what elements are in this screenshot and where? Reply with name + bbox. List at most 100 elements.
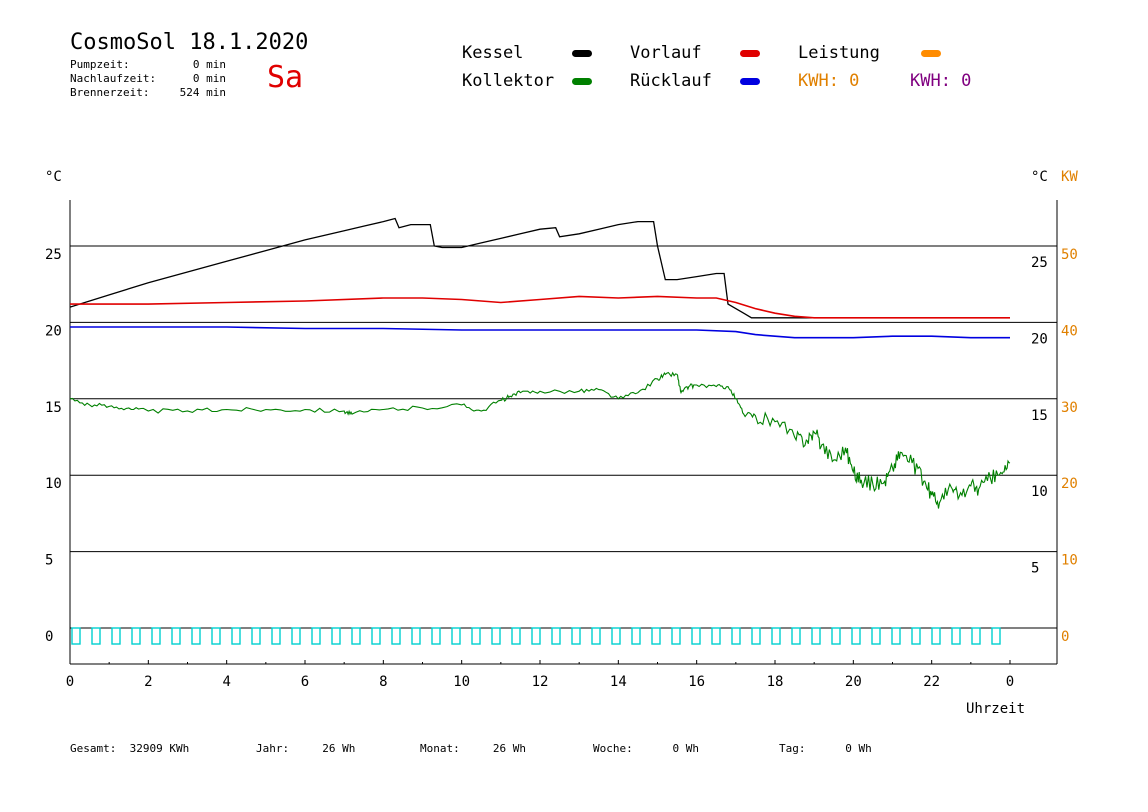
burner-pulse <box>331 627 341 645</box>
footer-value: 26 Wh <box>322 742 356 755</box>
y-tick-label-left: 10 <box>45 476 62 492</box>
legend-kessel-swatch <box>572 50 592 57</box>
info-nachlaufzeit: Nachlaufzeit: 0 min <box>70 72 226 85</box>
burner-pulse <box>531 627 541 645</box>
footer-value: 0 Wh <box>672 742 700 755</box>
series-line-vorlauf <box>70 295 1010 319</box>
burner-pulse <box>131 627 141 645</box>
burner-pulse <box>751 627 761 645</box>
footer-label: Woche: <box>593 742 633 755</box>
legend-kollektor-label: Kollektor <box>462 71 555 91</box>
burner-pulse <box>771 627 781 645</box>
footer-value: 32909 KWh <box>129 742 190 755</box>
y-tick-label-left: 5 <box>45 553 53 569</box>
weekday-label: Sa <box>267 60 304 95</box>
legend-kwh-purple: KWH: 0 <box>910 71 972 91</box>
burner-pulse <box>491 627 501 645</box>
legend-leistung-swatch <box>921 50 941 57</box>
burner-pulse <box>371 627 381 645</box>
x-tick-label: 22 <box>923 674 940 690</box>
burner-pulse <box>591 627 601 645</box>
y-tick-label-left: 20 <box>45 323 62 339</box>
info-label: Pumpzeit: <box>70 58 130 71</box>
footer-value: 26 Wh <box>492 742 526 755</box>
y-tick-label-left: 25 <box>45 247 62 263</box>
burner-pulse <box>451 627 461 645</box>
burner-pulse <box>631 627 641 645</box>
x-axis-label: Uhrzeit <box>966 701 1026 717</box>
burner-pulse <box>111 627 121 645</box>
burner-pulse <box>611 627 621 645</box>
info-value: 0 min <box>192 58 226 71</box>
legend-leistung-label: Leistung <box>798 43 880 63</box>
info-label: Nachlaufzeit: <box>70 72 157 85</box>
y-tick-label-kw: 0 <box>1061 629 1069 645</box>
info-value: 524 min <box>179 86 226 99</box>
x-tick-label: 18 <box>767 674 784 690</box>
burner-pulse <box>171 627 181 645</box>
y-axis-left-unit: °C <box>45 169 62 185</box>
footer-monat: Monat: 26 Wh <box>420 742 526 755</box>
x-tick-label: 6 <box>301 674 309 690</box>
x-tick-label: 2 <box>144 674 152 690</box>
y-tick-label-right: 25 <box>1031 255 1048 271</box>
y-tick-label-right: 20 <box>1031 331 1048 347</box>
burner-pulse <box>391 627 401 645</box>
legend-vorlauf-label: Vorlauf <box>630 43 702 63</box>
burner-pulse <box>851 627 861 645</box>
footer-label: Jahr: <box>256 742 290 755</box>
x-tick-label: 16 <box>688 674 705 690</box>
series-line-kollektor <box>69 371 1011 509</box>
y-axis-right-unit: °C <box>1031 169 1048 185</box>
burner-pulse <box>671 627 681 645</box>
y-tick-label-right: 5 <box>1031 561 1039 577</box>
legend-kessel-label: Kessel <box>462 43 524 63</box>
x-tick-label: 8 <box>379 674 387 690</box>
y-tick-label-kw: 10 <box>1061 553 1078 569</box>
burner-pulse <box>791 627 801 645</box>
x-tick-label: 10 <box>453 674 470 690</box>
footer-woche: Woche: 0 Wh <box>593 742 699 755</box>
y-tick-label-right: 15 <box>1031 408 1048 424</box>
burner-pulse <box>271 627 281 645</box>
footer-label: Gesamt: <box>70 742 117 755</box>
burner-pulse <box>91 627 101 645</box>
burner-pulse <box>571 627 581 645</box>
burner-pulse <box>211 627 221 645</box>
y-tick-label-kw: 30 <box>1061 400 1078 416</box>
burner-pulse <box>831 627 841 645</box>
burner-pulse <box>691 627 701 645</box>
x-tick-label: 14 <box>610 674 627 690</box>
burner-pulse <box>931 627 941 645</box>
footer-jahr: Jahr: 26 Wh <box>256 742 355 755</box>
y-axis-kw-unit: KW <box>1061 169 1078 185</box>
series-line-kessel <box>69 217 1010 319</box>
burner-pulse <box>991 627 1001 645</box>
y-tick-label-left: 15 <box>45 400 62 416</box>
burner-pulse <box>471 627 481 645</box>
x-tick-label: 0 <box>66 674 74 690</box>
burner-pulse <box>951 627 961 645</box>
x-tick-label: 4 <box>222 674 230 690</box>
legend-vorlauf-swatch <box>740 50 760 57</box>
burner-pulse <box>191 627 201 645</box>
burner-pulse <box>711 627 721 645</box>
burner-pulse <box>891 627 901 645</box>
x-tick-label: 20 <box>845 674 862 690</box>
burner-pulse <box>651 627 661 645</box>
burner-pulse <box>911 627 921 645</box>
footer-label: Monat: <box>420 742 460 755</box>
burner-pulse <box>311 627 321 645</box>
y-tick-label-kw: 40 <box>1061 323 1078 339</box>
y-tick-label-kw: 50 <box>1061 247 1078 263</box>
series-line-ruecklauf <box>70 326 1010 339</box>
burner-pulse <box>511 627 521 645</box>
burner-pulse <box>411 627 421 645</box>
page-title: CosmoSol 18.1.2020 <box>70 30 309 55</box>
burner-pulse <box>871 627 881 645</box>
burner-pulse <box>351 627 361 645</box>
footer-label: Tag: <box>779 742 806 755</box>
y-tick-label-left: 0 <box>45 629 53 645</box>
burner-pulse <box>731 627 741 645</box>
